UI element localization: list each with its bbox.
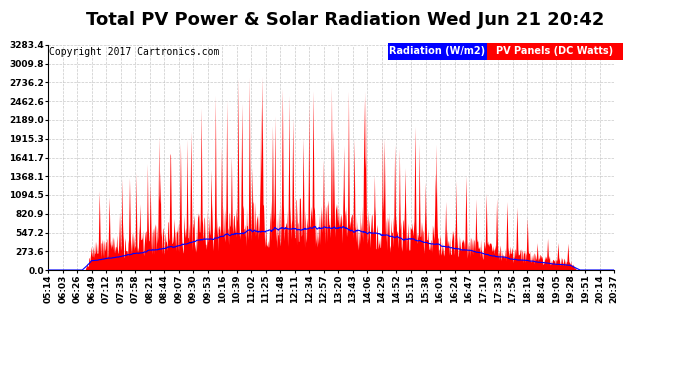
FancyBboxPatch shape	[388, 43, 487, 60]
FancyBboxPatch shape	[487, 43, 622, 60]
Text: Total PV Power & Solar Radiation Wed Jun 21 20:42: Total PV Power & Solar Radiation Wed Jun…	[86, 11, 604, 29]
Text: Radiation (W/m2): Radiation (W/m2)	[389, 46, 485, 56]
Text: PV Panels (DC Watts): PV Panels (DC Watts)	[496, 46, 613, 56]
Text: Copyright 2017 Cartronics.com: Copyright 2017 Cartronics.com	[49, 47, 219, 57]
